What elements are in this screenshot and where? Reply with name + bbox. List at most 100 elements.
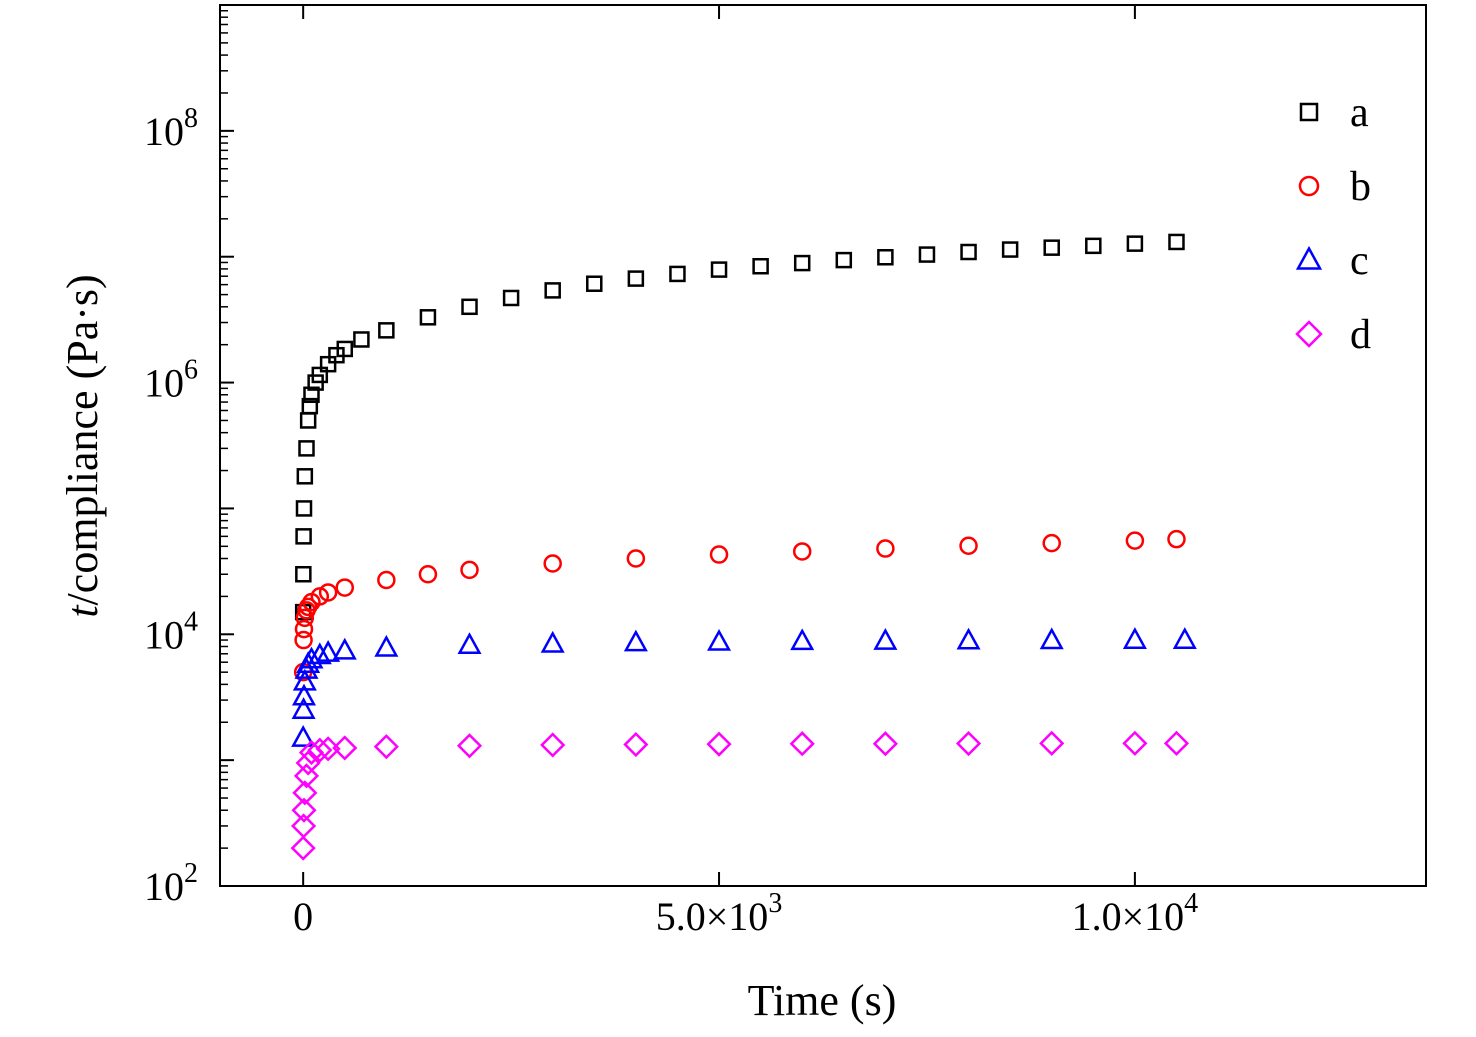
point-c [790, 628, 815, 651]
legend-marker-d [1295, 320, 1323, 348]
series-a [294, 233, 1185, 621]
legend-marker-c [1295, 245, 1323, 270]
point-a [311, 366, 329, 384]
point-a [353, 331, 370, 348]
point-d [540, 732, 566, 758]
point-a [752, 257, 769, 275]
point-d [293, 763, 320, 789]
x-tick-label-exponent: 4 [1184, 888, 1198, 919]
point-a [296, 468, 314, 485]
point-a [295, 500, 313, 517]
point-a [1168, 233, 1185, 251]
point-a [1126, 235, 1144, 252]
point-d [1122, 730, 1148, 756]
data-marks [290, 233, 1197, 861]
point-d [332, 735, 358, 761]
point-a [1001, 241, 1019, 258]
point-a [960, 243, 977, 261]
point-b [377, 570, 396, 590]
point-a [918, 246, 936, 263]
point-b [626, 549, 646, 568]
point-a [298, 440, 315, 457]
point-a [295, 528, 312, 545]
y-tick-label-exponent: 4 [184, 606, 198, 637]
y-tick-label-exponent: 2 [184, 858, 198, 889]
point-a [295, 565, 312, 583]
point-c [316, 640, 341, 662]
point-b [294, 619, 314, 639]
point-d [456, 733, 483, 759]
point-b [295, 608, 315, 628]
point-c [1122, 627, 1147, 649]
point-c [291, 697, 316, 719]
point-b [298, 597, 318, 617]
point-c [623, 629, 648, 652]
point-b [318, 583, 338, 602]
point-c [1172, 627, 1197, 649]
point-c [299, 646, 324, 669]
point-c [332, 637, 357, 660]
y-tick-label-base: 10 [144, 612, 184, 657]
x-tick-label-mantissa: 1.0×10 [1072, 894, 1185, 939]
point-c [294, 657, 319, 679]
point-b [1042, 533, 1061, 553]
point-d [1039, 730, 1065, 756]
point-b [709, 545, 729, 564]
point-c [457, 632, 482, 655]
point-d [955, 730, 982, 757]
legend-label-a: a [1350, 90, 1369, 136]
y-axis-title-rest: /compliance (Pa·s) [58, 274, 107, 605]
point-b [959, 536, 978, 556]
point-a [710, 261, 728, 278]
point-c [307, 642, 332, 665]
y-tick-label: 106 [144, 355, 198, 406]
point-b [876, 539, 895, 558]
point-a [461, 298, 478, 316]
y-tick-label-base: 10 [144, 864, 184, 909]
point-a [793, 254, 811, 272]
legend-label-b: b [1350, 164, 1371, 210]
point-a [301, 397, 319, 415]
point-c [873, 628, 898, 650]
point-c [540, 630, 565, 653]
point-b [335, 578, 355, 597]
legend-label-c: c [1350, 238, 1369, 284]
point-a [627, 270, 645, 287]
point-a [303, 386, 320, 404]
point-d [292, 780, 318, 806]
point-a [502, 289, 520, 307]
y-tick-label-base: 10 [144, 109, 184, 154]
point-c [1039, 627, 1064, 650]
point-b [1125, 531, 1145, 550]
point-c [291, 683, 317, 706]
series-d [290, 730, 1190, 861]
point-c [292, 668, 317, 691]
point-b [543, 554, 562, 573]
series-c [291, 627, 1197, 747]
point-b [294, 630, 313, 650]
point-d [623, 731, 649, 758]
point-a [299, 412, 317, 429]
point-b [1167, 529, 1186, 549]
x-axis-title: Time (s) [748, 976, 897, 1025]
x-tick-label-mantissa: 5.0×10 [656, 894, 769, 939]
point-c [956, 627, 981, 650]
point-a [1085, 237, 1102, 255]
point-a [877, 249, 894, 266]
y-tick-label-exponent: 6 [184, 355, 198, 386]
legend-marker-b [1298, 175, 1320, 197]
point-d [307, 737, 333, 763]
x-tick-label: 5.0×103 [656, 888, 783, 939]
point-a [586, 275, 603, 292]
point-d [290, 835, 316, 861]
point-c [374, 634, 399, 657]
point-a [378, 322, 395, 339]
point-d [706, 731, 732, 757]
legend-marker-a [1299, 102, 1319, 122]
point-c [707, 628, 732, 651]
y-tick-label-exponent: 8 [184, 103, 198, 134]
point-a [835, 251, 853, 269]
